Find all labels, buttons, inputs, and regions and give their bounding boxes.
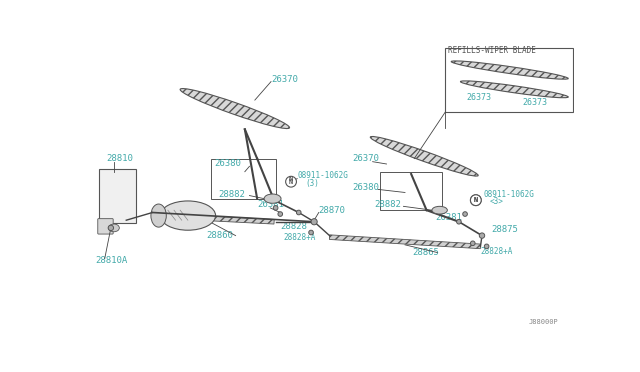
- Ellipse shape: [451, 61, 568, 79]
- Ellipse shape: [160, 201, 216, 230]
- Ellipse shape: [371, 137, 478, 176]
- Ellipse shape: [151, 204, 166, 227]
- Circle shape: [285, 176, 296, 187]
- Text: 26381: 26381: [257, 200, 284, 209]
- Text: 28865: 28865: [413, 248, 440, 257]
- Text: REFILLS-WIPER BLADE: REFILLS-WIPER BLADE: [448, 46, 536, 55]
- Text: 08911-1062G: 08911-1062G: [484, 189, 534, 199]
- Circle shape: [470, 195, 481, 206]
- Text: 26370: 26370: [353, 154, 380, 163]
- Text: 28860: 28860: [206, 231, 233, 240]
- Circle shape: [470, 195, 481, 206]
- Circle shape: [273, 206, 278, 210]
- Text: 26370: 26370: [271, 75, 298, 84]
- Bar: [380, 172, 442, 210]
- Text: 28870: 28870: [319, 206, 346, 215]
- Ellipse shape: [109, 224, 119, 232]
- Ellipse shape: [432, 206, 447, 214]
- Text: J88000P: J88000P: [528, 319, 558, 325]
- Text: 28882: 28882: [374, 200, 401, 209]
- Text: 26380: 26380: [353, 183, 380, 192]
- Text: N: N: [289, 179, 293, 185]
- Circle shape: [108, 225, 113, 231]
- Bar: [152, 213, 274, 224]
- Text: 28875: 28875: [492, 225, 518, 234]
- Text: N: N: [474, 197, 478, 203]
- Text: 28882: 28882: [219, 189, 246, 199]
- Circle shape: [463, 212, 467, 217]
- Circle shape: [311, 219, 317, 225]
- Text: 08911-1062G: 08911-1062G: [297, 171, 348, 180]
- Bar: [211, 158, 276, 199]
- Ellipse shape: [264, 194, 281, 203]
- Text: 28828: 28828: [280, 222, 307, 231]
- Text: N: N: [474, 197, 478, 203]
- Ellipse shape: [460, 81, 568, 98]
- Bar: [330, 235, 481, 249]
- Circle shape: [296, 210, 301, 215]
- Circle shape: [456, 219, 461, 224]
- Text: N: N: [288, 176, 292, 182]
- Text: 28828+A: 28828+A: [284, 232, 316, 242]
- Circle shape: [484, 244, 489, 249]
- Ellipse shape: [180, 89, 289, 129]
- Circle shape: [308, 230, 314, 235]
- Circle shape: [479, 233, 484, 238]
- Circle shape: [278, 212, 283, 217]
- Text: (3): (3): [305, 179, 319, 188]
- Bar: [99, 169, 136, 223]
- Text: 26380: 26380: [215, 159, 242, 168]
- Text: 26373: 26373: [522, 98, 547, 107]
- Text: 26381: 26381: [436, 214, 463, 222]
- Circle shape: [470, 241, 475, 246]
- FancyBboxPatch shape: [98, 219, 113, 234]
- Text: 28810A: 28810A: [95, 256, 128, 265]
- Text: 28828+A: 28828+A: [481, 247, 513, 256]
- Bar: [445, 48, 573, 112]
- Text: <3>: <3>: [490, 197, 504, 206]
- Text: 26373: 26373: [467, 93, 492, 102]
- Text: 28810: 28810: [106, 154, 133, 163]
